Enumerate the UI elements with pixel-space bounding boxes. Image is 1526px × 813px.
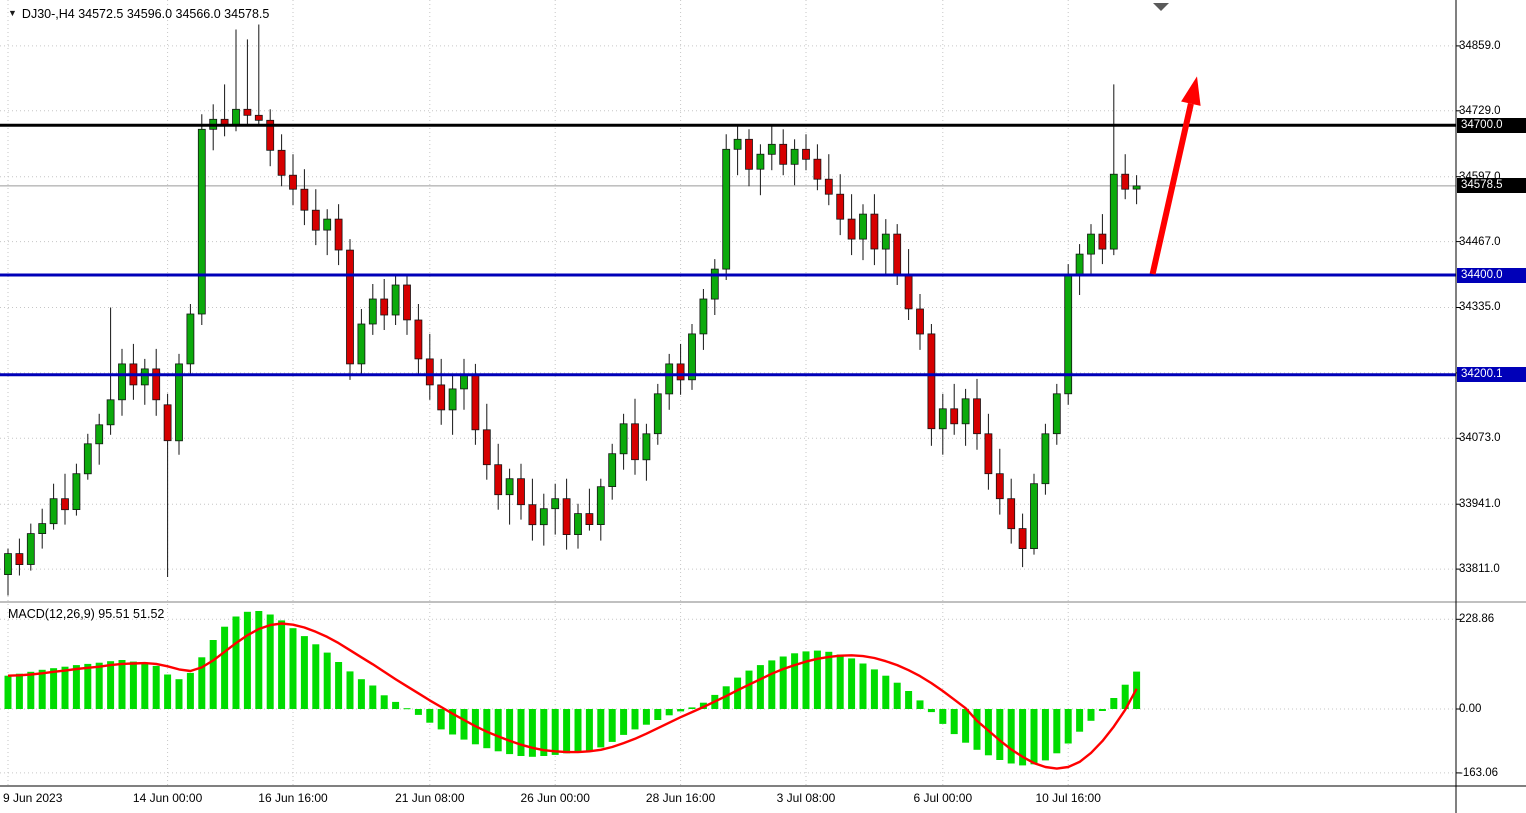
macd-signal-line [7,622,1138,770]
axis-tick-marks [1456,45,1461,774]
time-axis[interactable] [0,787,1526,813]
price-axis[interactable] [1457,0,1526,786]
grid [0,0,1456,786]
macd-histogram [4,611,1141,766]
candles [4,24,1141,596]
chart-shift-marker[interactable] [1153,3,1169,11]
trend-arrow[interactable] [1149,76,1201,275]
